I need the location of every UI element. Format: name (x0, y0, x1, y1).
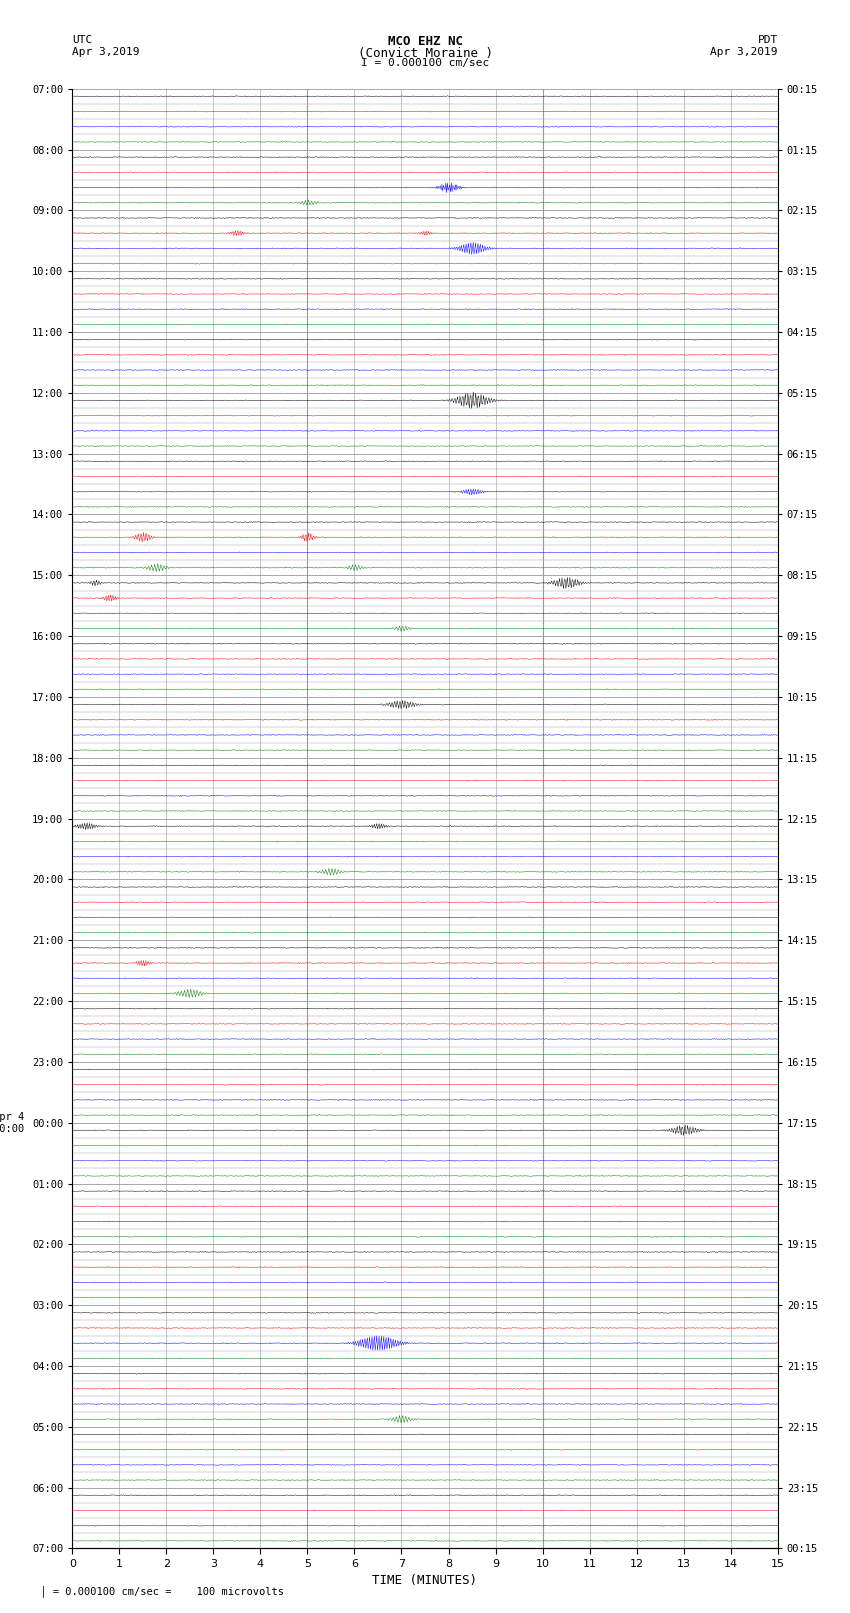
Text: Apr 3,2019: Apr 3,2019 (72, 47, 139, 56)
Text: MCO EHZ NC: MCO EHZ NC (388, 35, 462, 48)
Text: I = 0.000100 cm/sec: I = 0.000100 cm/sec (361, 58, 489, 68)
X-axis label: TIME (MINUTES): TIME (MINUTES) (372, 1574, 478, 1587)
Text: Apr 4
00:00: Apr 4 00:00 (0, 1111, 25, 1134)
Text: UTC: UTC (72, 35, 93, 45)
Text: (Convict Moraine ): (Convict Moraine ) (358, 47, 492, 60)
Text: │ = 0.000100 cm/sec =    100 microvolts: │ = 0.000100 cm/sec = 100 microvolts (34, 1586, 284, 1597)
Text: Apr 3,2019: Apr 3,2019 (711, 47, 778, 56)
Text: PDT: PDT (757, 35, 778, 45)
